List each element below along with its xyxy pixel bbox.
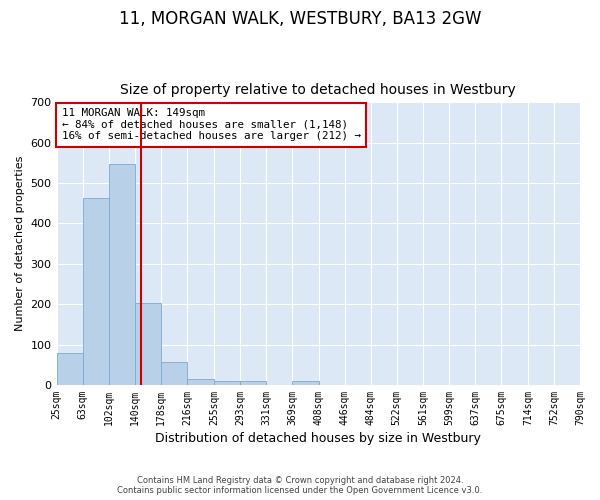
Bar (135, 302, 161, 385)
Bar (292, 382, 319, 385)
Bar (161, 362, 187, 385)
Text: 11, MORGAN WALK, WESTBURY, BA13 2GW: 11, MORGAN WALK, WESTBURY, BA13 2GW (119, 10, 481, 28)
Bar (56, 354, 83, 385)
Text: Contains HM Land Registry data © Crown copyright and database right 2024.
Contai: Contains HM Land Registry data © Crown c… (118, 476, 482, 495)
Title: Size of property relative to detached houses in Westbury: Size of property relative to detached ho… (121, 83, 516, 97)
Bar (83, 198, 109, 385)
Y-axis label: Number of detached properties: Number of detached properties (15, 156, 25, 332)
Text: 11 MORGAN WALK: 149sqm
← 84% of detached houses are smaller (1,148)
16% of semi-: 11 MORGAN WALK: 149sqm ← 84% of detached… (62, 108, 361, 141)
Bar (109, 164, 135, 385)
Bar (214, 381, 240, 385)
X-axis label: Distribution of detached houses by size in Westbury: Distribution of detached houses by size … (155, 432, 481, 445)
Bar (187, 379, 214, 385)
Bar (240, 381, 266, 385)
